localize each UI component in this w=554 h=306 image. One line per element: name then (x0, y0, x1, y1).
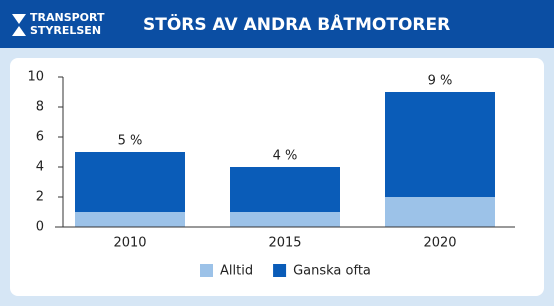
y-tick-label: 8 (36, 100, 44, 115)
y-tick-label: 2 (36, 190, 44, 205)
bar-segment (385, 92, 495, 197)
logo-text: STYRELSEN (30, 24, 101, 37)
legend-label: Alltid (220, 264, 253, 279)
header (0, 0, 554, 48)
bar-segment (75, 152, 185, 212)
y-tick-label: 4 (36, 160, 44, 175)
y-tick-label: 10 (27, 70, 44, 85)
x-tick-label: 2020 (423, 236, 456, 251)
legend-swatch (200, 264, 213, 277)
total-label: 9 % (428, 74, 453, 89)
x-tick-label: 2010 (113, 236, 146, 251)
logo-text: TRANSPORT (30, 11, 105, 24)
total-label: 4 % (273, 149, 298, 164)
x-tick-label: 2015 (268, 236, 301, 251)
y-tick-label: 6 (36, 130, 44, 145)
legend-label: Ganska ofta (293, 264, 371, 279)
y-tick-label: 0 (36, 220, 44, 235)
chart-title: STÖRS AV ANDRA BÅTMOTORER (143, 12, 450, 35)
bar-segment (75, 212, 185, 227)
total-label: 5 % (118, 134, 143, 149)
legend-swatch (273, 264, 287, 277)
logo-mark (12, 14, 26, 36)
bar-segment (230, 167, 340, 212)
logo: TRANSPORT STYRELSEN (12, 11, 105, 37)
bar-segment (385, 197, 495, 227)
bar-segment (230, 212, 340, 227)
